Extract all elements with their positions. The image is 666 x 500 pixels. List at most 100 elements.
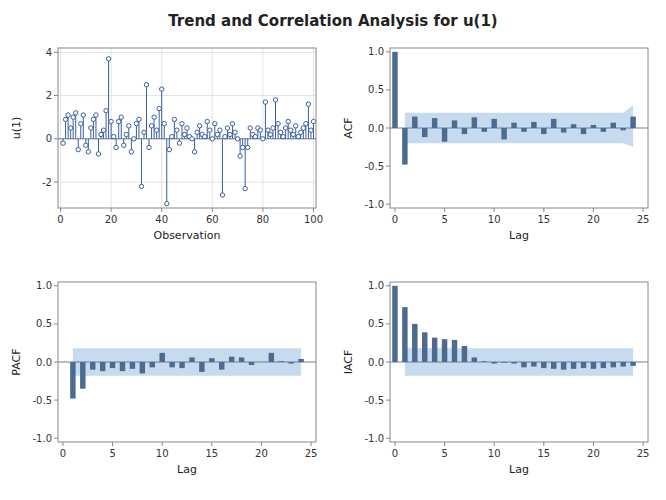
marker [81,113,85,117]
marker [210,137,214,141]
tick [386,323,390,324]
tick [161,208,162,212]
marker [63,117,67,121]
bar [452,120,457,128]
tick [643,442,644,446]
marker [94,113,98,117]
marker [172,117,176,121]
marker [296,134,300,138]
stem [265,102,266,139]
bar [298,359,303,362]
bar [581,128,586,134]
marker [233,130,237,134]
tick-label: 25 [305,448,318,459]
bar [611,362,616,367]
tick [54,138,58,139]
bar [288,362,293,364]
tick [494,208,495,212]
panel: 0510152025-1.0-0.50.00.51.0LagIACF [342,280,649,476]
tick-label: 25 [637,214,650,225]
tick-label: 0.0 [368,357,384,368]
marker [301,126,305,130]
tick [543,442,544,446]
marker [157,106,161,110]
marker [74,111,78,115]
marker [175,128,179,132]
marker [114,145,118,149]
tick-label: -1.0 [32,433,52,444]
zero-line [390,128,648,129]
bar [491,119,496,128]
marker [122,143,126,147]
tick-label: 20 [587,448,600,459]
tick-label: 0.5 [36,318,52,329]
marker [89,126,93,130]
bar [620,128,625,130]
bar [249,362,254,365]
grid-line [60,48,61,208]
bar [159,353,164,362]
tick [386,166,390,167]
confidence-band [405,105,633,147]
marker [291,132,295,136]
tick [394,208,395,212]
marker [119,115,123,119]
marker [299,130,303,134]
marker [129,150,133,154]
tick [643,208,644,212]
tick-label: 2 [46,90,52,101]
marker [160,87,164,91]
tick-label: -0.5 [32,395,52,406]
bar [541,362,546,368]
marker [139,184,143,188]
marker [218,128,222,132]
tick [60,208,61,212]
stem [65,119,66,138]
marker [273,98,277,102]
tick-label: -1.0 [364,433,384,444]
bar [511,362,516,364]
bar [462,128,467,134]
bar [531,122,536,128]
marker [79,121,83,125]
tick [54,95,58,96]
marker [248,126,252,130]
tick [386,400,390,401]
stem [154,117,155,139]
stem [308,104,309,139]
tick-label: 10 [488,448,501,459]
grid-line [58,52,316,53]
bar [392,52,397,128]
bar [90,362,95,370]
marker [228,132,232,136]
bar [269,353,274,362]
bar [209,358,214,362]
marker [208,128,212,132]
stem [222,139,223,195]
marker [106,57,110,61]
bar [531,362,536,367]
marker [147,145,151,149]
marker [266,128,270,132]
tick [444,208,445,212]
marker [84,143,88,147]
marker [61,141,65,145]
marker [86,150,90,154]
axis-frame [390,48,648,208]
tick [386,89,390,90]
tick-label: 0 [392,214,398,225]
marker [99,132,103,136]
tick-label: -0.5 [364,161,384,172]
tick [112,442,113,446]
bar [601,362,606,368]
stem [106,111,107,139]
marker [185,126,189,130]
tick-label: 20 [105,214,118,225]
bar [601,128,606,132]
bar [412,117,417,128]
marker [240,145,244,149]
grid-line [212,48,213,208]
data-layer [58,57,316,206]
axis-label: Lag [509,229,529,242]
axis-label: u(1) [10,117,23,140]
